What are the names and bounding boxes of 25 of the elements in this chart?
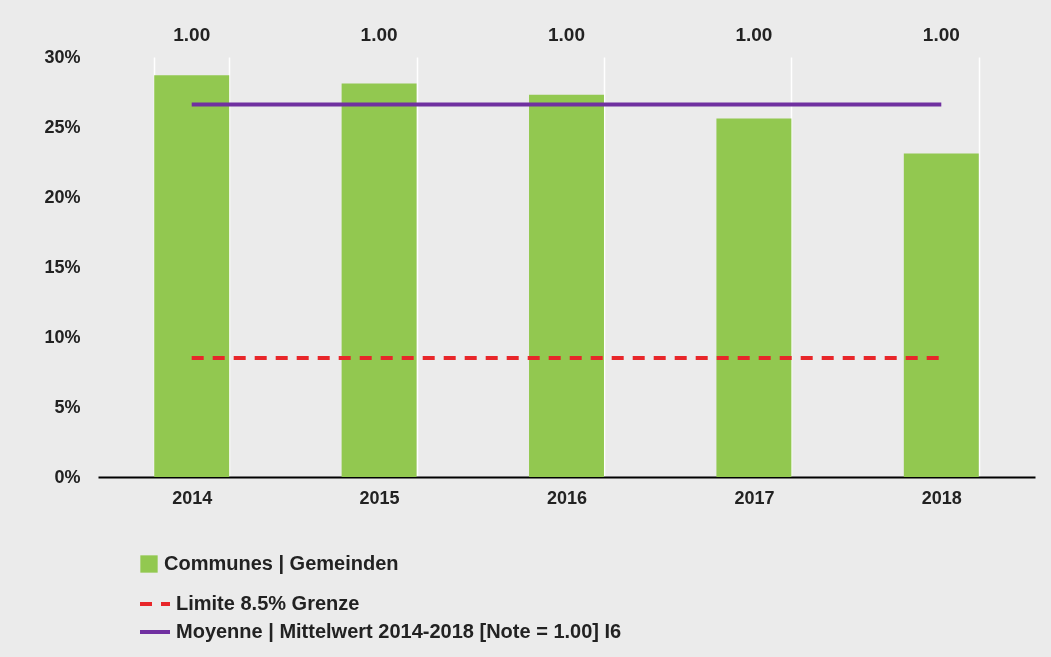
x-tick-label: 2015 [359, 487, 400, 508]
legend-label: Moyenne | Mittelwert 2014-2018 [Note = 1.00] I6 [176, 620, 622, 642]
legend-label: Limite 8.5% Grenze [176, 592, 360, 614]
text: 1.00 [173, 24, 211, 45]
y-tick-label: 10% [44, 326, 81, 347]
y-tick-label: 25% [44, 116, 81, 137]
bar [529, 94, 604, 477]
bar [154, 75, 230, 477]
text: 1.00 [922, 24, 960, 45]
y-tick-label: 20% [44, 186, 81, 207]
text: 1.00 [735, 24, 773, 45]
x-tick-label: 2018 [921, 487, 962, 508]
text: 1.00 [360, 24, 398, 45]
x-tick-label: 2016 [546, 487, 588, 508]
text: 1.00 [548, 24, 585, 45]
legend-label: Communes | Gemeinden [164, 552, 399, 574]
y-tick-label: 5% [54, 396, 81, 417]
x-tick-label: 2014 [172, 487, 213, 508]
y-tick-label: 0% [54, 466, 81, 487]
bar [716, 118, 792, 477]
x-tick-label: 2017 [734, 487, 775, 508]
y-tick-label: 30% [44, 46, 81, 67]
y-tick-label: 15% [44, 256, 81, 277]
bar [903, 153, 979, 477]
bar [341, 83, 417, 477]
